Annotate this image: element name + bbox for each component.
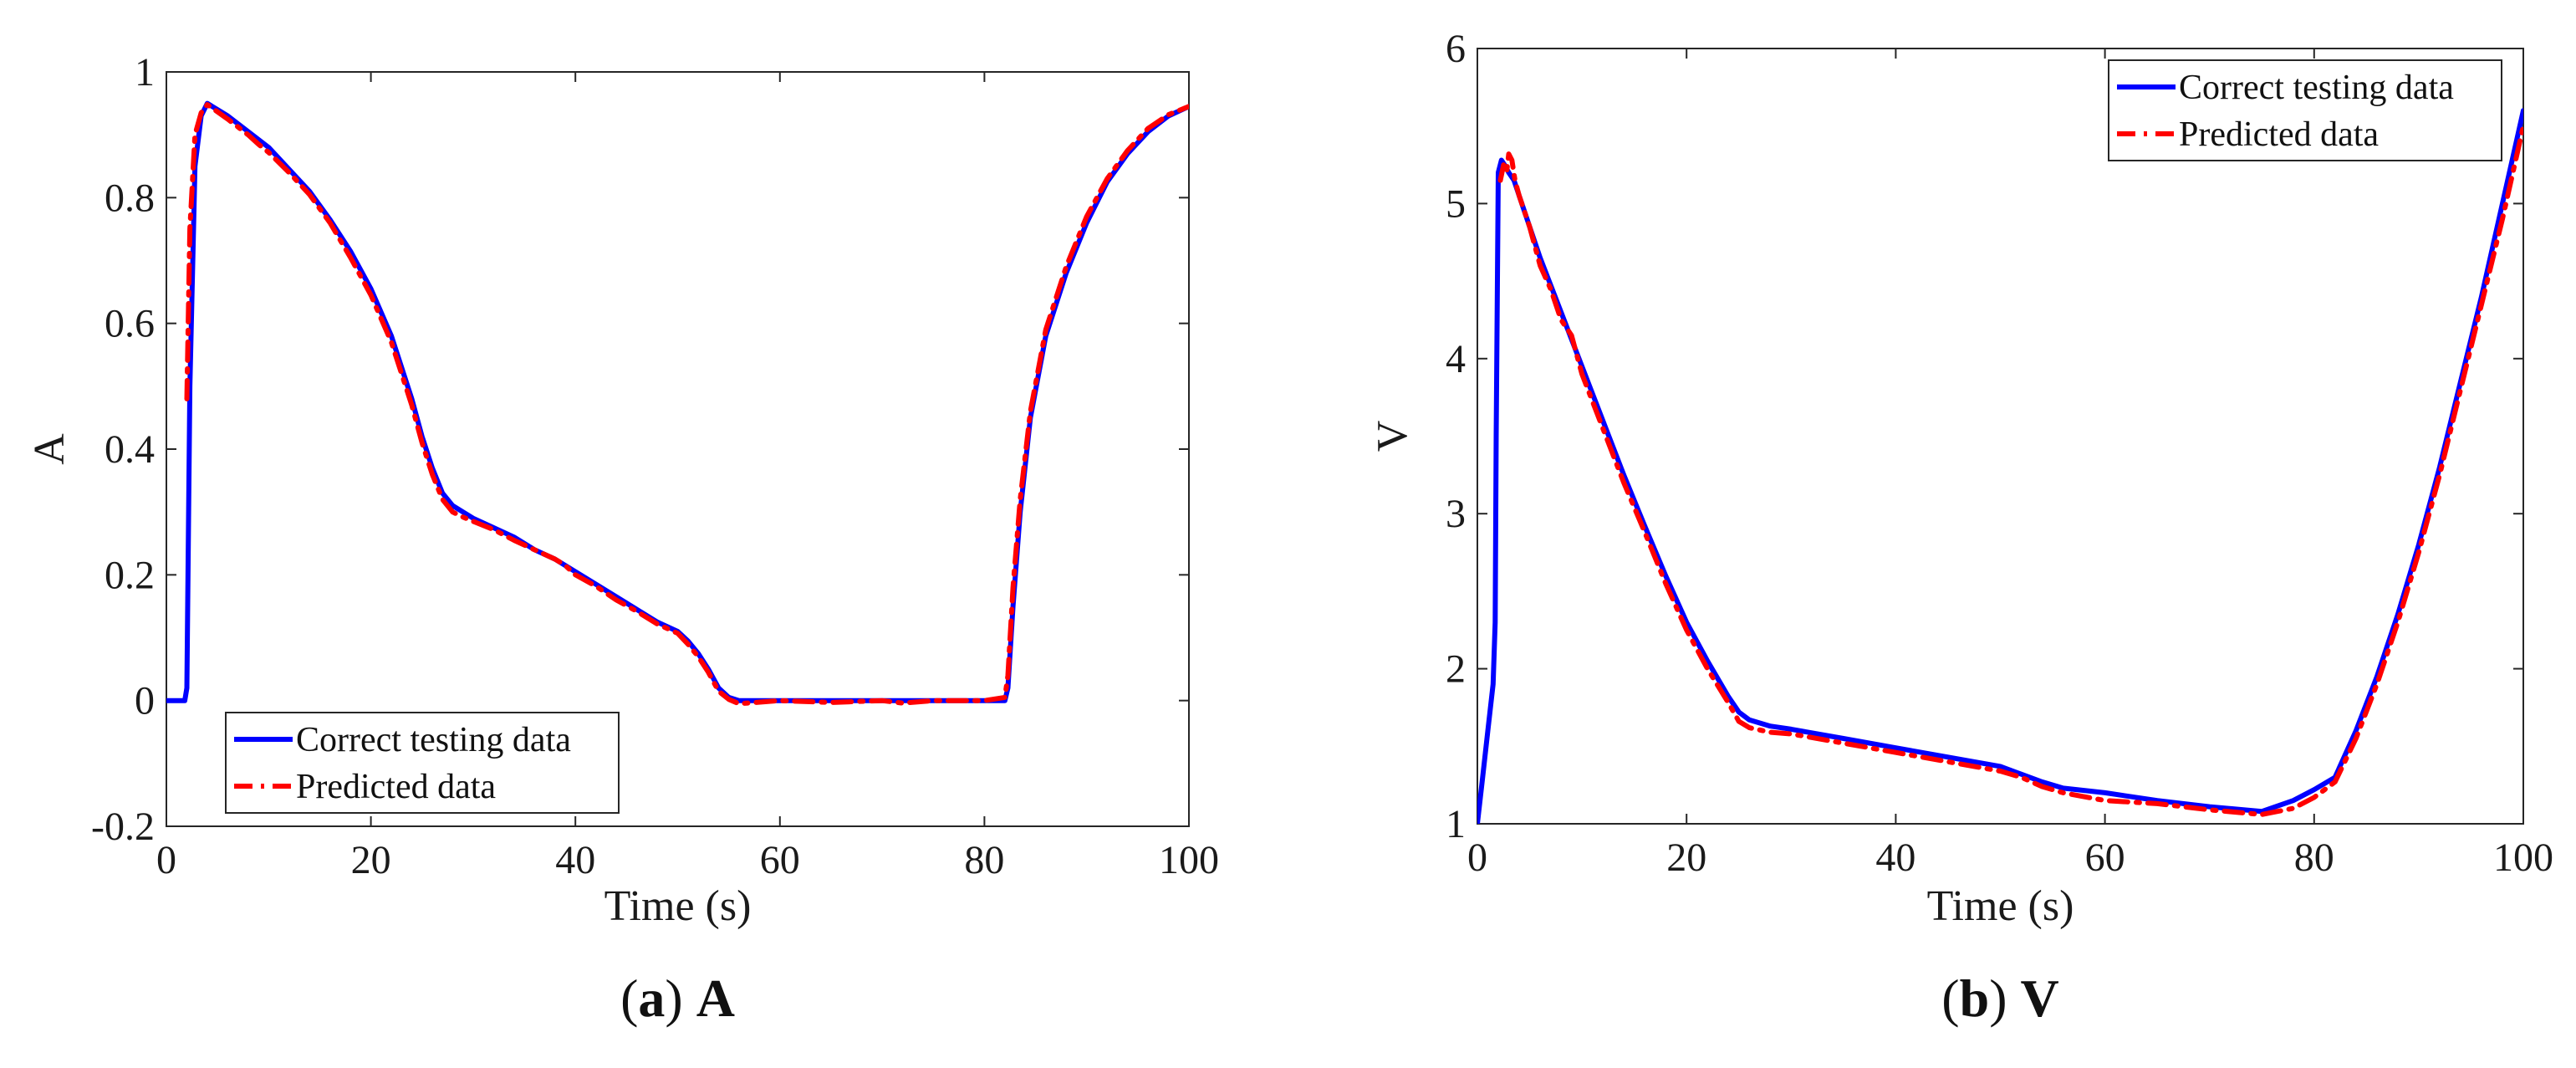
legend-box (225, 712, 620, 814)
x-tick-label: 100 (1159, 838, 1219, 882)
y-tick-label: -0.2 (91, 805, 155, 849)
y-axis-label: A (26, 433, 74, 465)
series-line-predicted-data (1497, 123, 2523, 817)
x-tick-label: 80 (964, 838, 1004, 882)
y-tick-label: 0 (135, 679, 155, 723)
plot-frame (1477, 48, 2524, 825)
x-axis-label: Time (s) (1927, 882, 2074, 930)
y-tick-label: 3 (1446, 492, 1466, 536)
x-tick-label: 0 (156, 838, 176, 882)
series-line-predicted-data (184, 102, 1189, 707)
legend: Correct testing data Predicted data (225, 712, 620, 814)
y-tick-label: 0.8 (105, 176, 155, 220)
y-tick-label: 4 (1446, 337, 1466, 381)
legend-entry-label: Predicted data (296, 768, 496, 806)
y-tick-label: 1 (1446, 802, 1466, 846)
x-tick-label: 0 (1467, 835, 1487, 880)
y-tick-label: 6 (1446, 27, 1466, 71)
x-axis-label: Time (s) (604, 882, 752, 930)
x-tick-label: 40 (1875, 835, 1915, 880)
y-tick-label: 0.2 (105, 553, 155, 597)
panel-caption: (a) A (620, 968, 735, 1028)
plot-frame (166, 71, 1190, 827)
legend: Correct testing data Predicted data (2108, 59, 2502, 161)
legend-entry-label: Predicted data (2179, 115, 2379, 154)
y-tick-label: 2 (1446, 647, 1466, 692)
panel-b-chart: 0 20 40 60 80 100 1 2 3 4 5 6 Time (s) V Correct testi… (1369, 27, 2553, 1028)
y-tick-label: 1 (135, 50, 155, 95)
x-tick-label: 40 (555, 838, 595, 882)
x-tick-label: 60 (2085, 835, 2125, 880)
legend-entry-label: Correct testing data (296, 721, 571, 759)
y-tick-label: 0.4 (105, 427, 155, 472)
x-tick-label: 20 (1666, 835, 1706, 880)
x-tick-label: 100 (2493, 835, 2553, 880)
panel-caption: (b) V (1941, 968, 2058, 1028)
y-tick-label: 5 (1446, 181, 1466, 226)
x-tick-label: 20 (351, 838, 391, 882)
y-tick-label: 0.6 (105, 302, 155, 346)
y-axis-label: V (1369, 421, 1416, 452)
x-tick-label: 80 (2294, 835, 2334, 880)
legend-box (2108, 59, 2502, 161)
x-tick-label: 60 (760, 838, 800, 882)
legend-entry-label: Correct testing data (2179, 69, 2454, 107)
